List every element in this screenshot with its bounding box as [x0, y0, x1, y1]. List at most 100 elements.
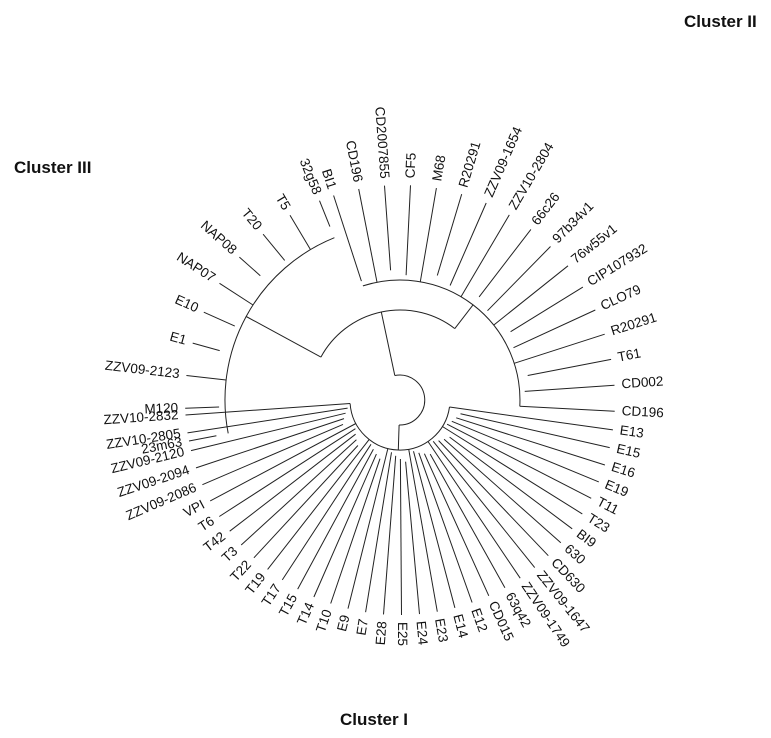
internal-branch	[245, 316, 322, 358]
leaf-label: T6	[196, 513, 217, 534]
leaf-branch	[524, 384, 615, 392]
leaf-label: 32g58	[297, 156, 325, 196]
leaf-label: NAP08	[198, 218, 240, 258]
tree-branches	[185, 185, 615, 616]
leaf-label: E23	[432, 617, 451, 643]
cluster-iii-label: Cluster III	[14, 158, 92, 177]
leaf-label: E7	[354, 618, 371, 637]
internal-branch	[397, 424, 400, 451]
leaf-branch	[365, 452, 392, 613]
leaf-branch	[384, 185, 392, 271]
leaf-branch	[456, 417, 606, 466]
leaf-branch	[429, 453, 506, 588]
leaf-branch	[460, 413, 610, 449]
leaf-branch	[219, 282, 254, 306]
internal-branch	[380, 311, 396, 376]
leaf-branch	[419, 188, 437, 282]
leaf-label: M68	[429, 154, 448, 182]
leaf-label: M120	[144, 400, 178, 416]
leaf-label: E28	[373, 621, 390, 646]
leaf-label: E1	[168, 329, 188, 348]
leaf-branch	[202, 423, 344, 486]
leaf-label: E9	[334, 613, 353, 633]
leaf-label: 66c26	[528, 190, 562, 228]
leaf-branch	[267, 439, 370, 570]
leaf-branch	[527, 358, 612, 376]
leaf-label: BI1	[319, 167, 340, 191]
leaf-branch	[436, 193, 463, 276]
leaf-label: T14	[294, 600, 317, 628]
leaf-label: T20	[239, 205, 265, 232]
leaf-labels: ZZV10-2832ZZV10-2805ZZV09-2120ZZV09-2094…	[103, 106, 664, 650]
leaf-branch	[358, 188, 378, 283]
leaf-branch	[186, 375, 227, 381]
leaf-branch	[408, 449, 438, 612]
leaf-label: CD2007855	[372, 106, 392, 179]
leaf-branch	[195, 418, 345, 469]
leaf-branch	[209, 423, 357, 502]
leaf-branch	[413, 451, 456, 609]
internal-arc	[320, 309, 456, 358]
leaf-branch	[185, 406, 220, 409]
leaf-branch	[449, 202, 487, 286]
leaf-branch	[185, 403, 351, 416]
leaf-branch	[514, 333, 605, 364]
leaf-branch	[253, 445, 359, 559]
leaf-label: E10	[173, 292, 201, 316]
leaf-branch	[281, 444, 372, 581]
leaf-label: ZZV09-2123	[104, 358, 180, 381]
leaf-label: E24	[414, 620, 431, 646]
leaf-branch	[188, 435, 217, 442]
leaf-branch	[229, 433, 356, 532]
internal-branch	[454, 304, 474, 329]
leaf-branch	[289, 215, 311, 250]
leaf-label: E13	[619, 423, 645, 441]
leaf-branch	[219, 428, 356, 517]
leaf-branch	[192, 342, 220, 352]
leaf-branch	[423, 453, 490, 597]
leaf-branch	[187, 407, 348, 434]
leaf-label: CD002	[621, 373, 664, 391]
leaf-label: CF5	[402, 152, 418, 178]
leaf-branch	[442, 426, 583, 515]
leaf-branch	[519, 405, 615, 412]
leaf-branch	[438, 440, 549, 557]
leaf-branch	[510, 286, 584, 333]
leaf-branch	[297, 449, 374, 590]
leaf-branch	[203, 311, 236, 327]
leaf-branch	[449, 406, 613, 431]
leaf-label: CD196	[621, 403, 664, 420]
cluster-iii-arc	[224, 237, 335, 434]
leaf-label: E25	[395, 622, 410, 646]
leaf-label: R20291	[609, 310, 659, 339]
leaf-branch	[399, 458, 402, 616]
leaf-label: T5	[273, 191, 294, 212]
leaf-label: E14	[450, 612, 471, 640]
leaf-label: E16	[610, 459, 637, 481]
leaf-branch	[319, 200, 331, 227]
leaf-branch	[418, 452, 473, 603]
leaf-branch	[446, 423, 592, 499]
cluster-i-label: Cluster I	[340, 710, 409, 729]
leaf-branch	[347, 448, 389, 609]
leaf-branch	[427, 441, 521, 579]
leaf-branch	[383, 455, 397, 615]
leaf-label: E12	[468, 606, 490, 634]
leaf-branch	[443, 438, 562, 544]
leaf-branch	[190, 412, 346, 452]
leaf-branch	[432, 440, 536, 568]
leaf-branch	[460, 214, 510, 297]
leaf-branch	[330, 458, 381, 604]
leaf-branch	[487, 246, 551, 312]
leaf-label: ZZV10-2832	[103, 407, 179, 427]
cluster-ii-arc	[362, 279, 521, 407]
leaf-branch	[313, 453, 377, 598]
leaf-label: T10	[313, 607, 335, 634]
leaf-branch	[451, 420, 599, 483]
leaf-branch	[405, 185, 411, 276]
leaf-branch	[262, 233, 286, 261]
leaf-label: NAP07	[174, 249, 218, 285]
leaf-branch	[405, 461, 420, 615]
